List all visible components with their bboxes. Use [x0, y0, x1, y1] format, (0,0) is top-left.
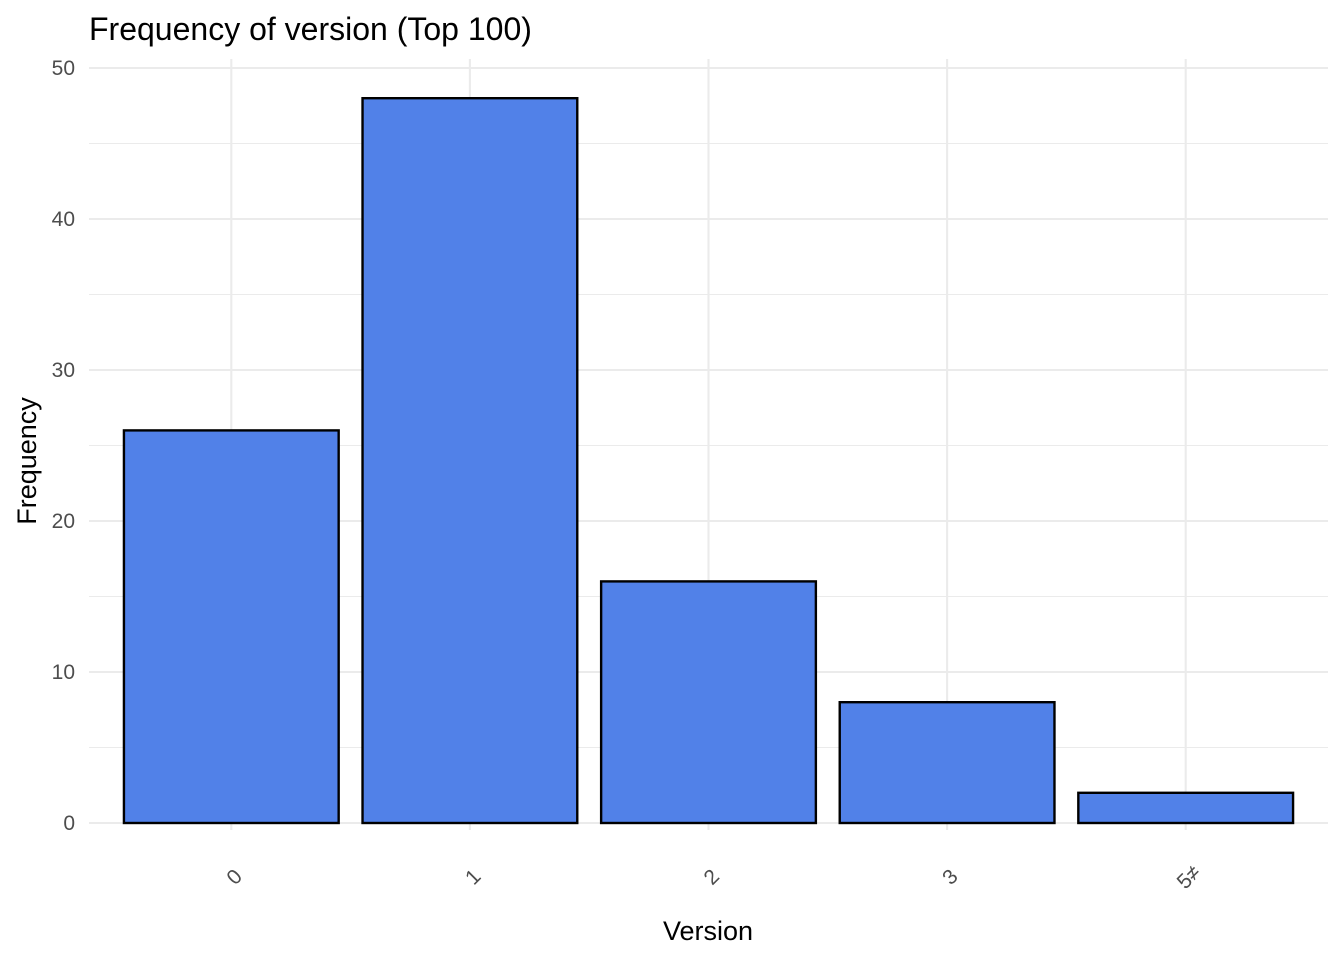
y-tick-label: 10 — [52, 661, 75, 684]
y-tick-label: 20 — [52, 510, 75, 533]
y-axis-title: Frequency — [12, 397, 42, 525]
bar-5 — [1077, 791, 1295, 825]
bar-1 — [361, 96, 579, 825]
y-tick-label: 0 — [63, 812, 75, 835]
x-tick-label: 2 — [700, 865, 725, 890]
y-axis-ticks: 0 10 20 30 40 50 — [52, 57, 75, 835]
chart-title: Frequency of version (Top 100) — [89, 11, 532, 47]
x-axis-title: Version — [663, 916, 753, 946]
x-tick-label: 0 — [222, 865, 247, 890]
bars — [122, 96, 1295, 825]
x-axis-ticks: 0 1 2 3 5≠ — [222, 861, 1205, 894]
bar-3 — [838, 701, 1056, 825]
x-tick-label: 3 — [938, 865, 963, 890]
bar-2 — [599, 580, 818, 825]
y-tick-label: 40 — [52, 208, 75, 231]
y-tick-label: 30 — [52, 359, 75, 382]
x-tick-label: 1 — [461, 865, 486, 890]
y-tick-label: 50 — [52, 57, 75, 80]
x-tick-label: 5≠ — [1173, 861, 1206, 894]
bar-0 — [122, 429, 340, 825]
